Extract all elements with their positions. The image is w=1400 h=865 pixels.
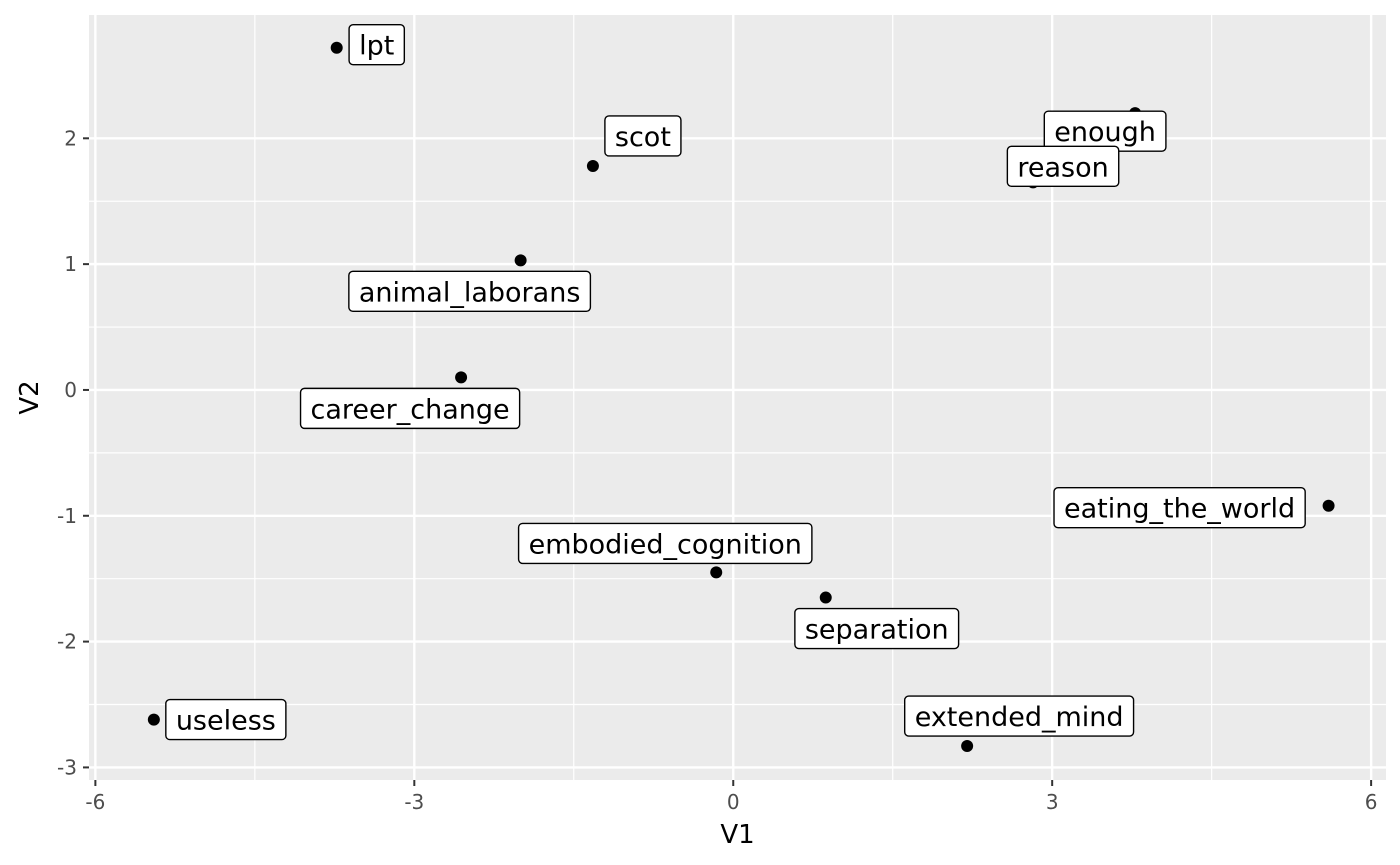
label-box: [1006, 145, 1120, 188]
point-label: enough: [1043, 110, 1167, 152]
label-box: [299, 387, 521, 430]
point-label: embodied_cognition: [517, 522, 813, 565]
label-box: [903, 695, 1135, 737]
point-label: separation: [794, 607, 960, 650]
label-box: [1053, 487, 1306, 529]
point-label: extended_mind: [903, 695, 1135, 737]
point-label: career_change: [299, 387, 521, 430]
y-tick-label: 2: [64, 126, 77, 150]
y-axis-title: V2: [15, 380, 45, 414]
point-label: lpt: [348, 24, 406, 66]
label-text: separation: [805, 615, 949, 646]
data-point: [710, 566, 723, 579]
x-axis-title: V1: [720, 820, 754, 850]
data-points: [147, 41, 1335, 753]
point-label: animal_laborans: [348, 270, 592, 313]
y-tick-label: -3: [57, 755, 77, 779]
point-labels: lpt scot enough reason animal_laboranscareer…: [165, 24, 1306, 741]
major-gridlines: [89, 15, 1386, 780]
point-label: eating_the_world: [1053, 487, 1306, 529]
label-text: career_change: [311, 394, 510, 425]
label-text: eating_the_world: [1064, 494, 1295, 525]
data-point: [961, 740, 974, 753]
minor-gridlines: [89, 15, 1386, 780]
axis-ticks: -6 -3 0 3 6 -3 -2 -1 0 1 2: [57, 126, 1377, 814]
y-tick-label: -1: [57, 504, 77, 528]
y-tick-label: 1: [64, 252, 77, 276]
label-text: animal_laborans: [359, 277, 581, 308]
data-point: [586, 159, 599, 172]
data-point: [1322, 499, 1335, 512]
point-label: reason: [1006, 145, 1120, 188]
label-text: reason: [1017, 152, 1108, 183]
label-box: [348, 270, 592, 313]
label-text: extended_mind: [915, 702, 1124, 733]
label-text: enough: [1054, 117, 1156, 148]
label-box: [794, 607, 960, 650]
label-box: [348, 24, 406, 66]
data-point: [819, 591, 832, 604]
y-tick-label: 0: [64, 378, 77, 402]
x-tick-label: 0: [727, 790, 740, 814]
point-label: useless: [165, 698, 287, 741]
label-text: lpt: [359, 31, 394, 62]
x-tick-label: -6: [85, 790, 105, 814]
plot-panel: [89, 15, 1386, 780]
label-text: embodied_cognition: [529, 529, 802, 560]
data-point: [330, 41, 343, 54]
x-tick-label: 3: [1046, 790, 1059, 814]
x-tick-label: 6: [1365, 790, 1378, 814]
label-text: scot: [615, 122, 671, 153]
label-box: [517, 522, 813, 565]
y-tick-label: -2: [57, 630, 77, 654]
label-box: [165, 698, 287, 741]
data-point: [514, 254, 527, 267]
data-point: [455, 371, 468, 384]
data-point: [147, 713, 160, 726]
label-text: useless: [176, 706, 276, 737]
point-label: scot: [604, 115, 682, 157]
x-tick-label: -3: [404, 790, 424, 814]
label-box: [604, 115, 682, 157]
